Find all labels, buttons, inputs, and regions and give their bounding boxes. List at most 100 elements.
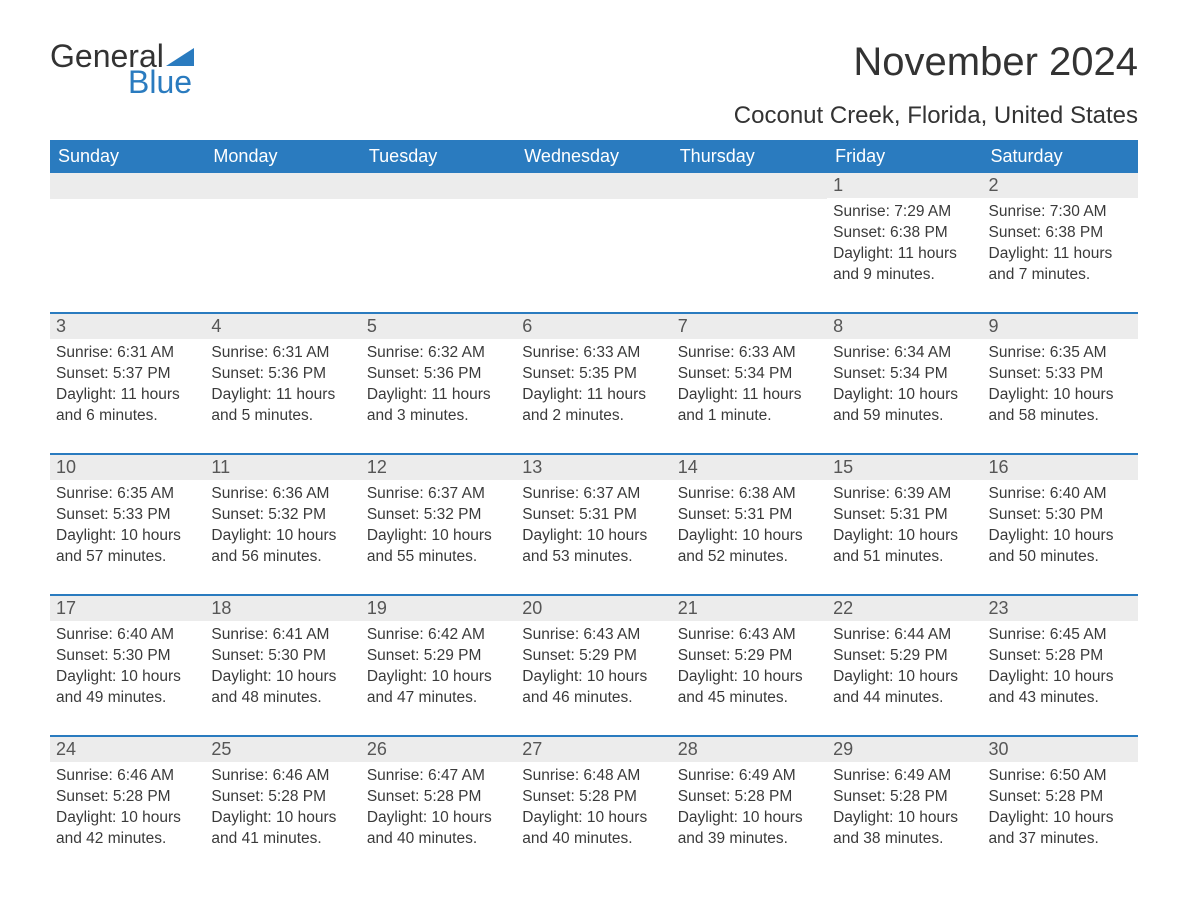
day-cell: 7Sunrise: 6:33 AMSunset: 5:34 PMDaylight… [672, 314, 827, 454]
day-number: 30 [983, 737, 1138, 762]
day-number: 4 [205, 314, 360, 339]
day-header: Sunday [50, 140, 205, 173]
day-cell: 8Sunrise: 6:34 AMSunset: 5:34 PMDaylight… [827, 314, 982, 454]
week-row: 17Sunrise: 6:40 AMSunset: 5:30 PMDayligh… [50, 596, 1138, 736]
day-number: 18 [205, 596, 360, 621]
day-header: Wednesday [516, 140, 671, 173]
day-cell: 28Sunrise: 6:49 AMSunset: 5:28 PMDayligh… [672, 737, 827, 877]
day-cell: 23Sunrise: 6:45 AMSunset: 5:28 PMDayligh… [983, 596, 1138, 736]
day-cell: 17Sunrise: 6:40 AMSunset: 5:30 PMDayligh… [50, 596, 205, 736]
day-body: Sunrise: 6:49 AMSunset: 5:28 PMDaylight:… [672, 762, 827, 854]
day-number [516, 173, 671, 199]
day-body [516, 199, 671, 207]
week-row: 3Sunrise: 6:31 AMSunset: 5:37 PMDaylight… [50, 314, 1138, 454]
day-body: Sunrise: 6:33 AMSunset: 5:34 PMDaylight:… [672, 339, 827, 431]
week-row: 24Sunrise: 6:46 AMSunset: 5:28 PMDayligh… [50, 737, 1138, 877]
calendar-table: SundayMondayTuesdayWednesdayThursdayFrid… [50, 140, 1138, 877]
day-body: Sunrise: 6:39 AMSunset: 5:31 PMDaylight:… [827, 480, 982, 572]
day-number [361, 173, 516, 199]
day-body [361, 199, 516, 207]
day-body: Sunrise: 6:33 AMSunset: 5:35 PMDaylight:… [516, 339, 671, 431]
day-number: 17 [50, 596, 205, 621]
day-number: 15 [827, 455, 982, 480]
day-body: Sunrise: 6:31 AMSunset: 5:37 PMDaylight:… [50, 339, 205, 431]
day-cell [672, 173, 827, 313]
day-header: Saturday [983, 140, 1138, 173]
day-body [672, 199, 827, 207]
day-cell: 15Sunrise: 6:39 AMSunset: 5:31 PMDayligh… [827, 455, 982, 595]
day-cell: 6Sunrise: 6:33 AMSunset: 5:35 PMDaylight… [516, 314, 671, 454]
day-cell: 22Sunrise: 6:44 AMSunset: 5:29 PMDayligh… [827, 596, 982, 736]
day-body: Sunrise: 6:46 AMSunset: 5:28 PMDaylight:… [205, 762, 360, 854]
day-cell: 19Sunrise: 6:42 AMSunset: 5:29 PMDayligh… [361, 596, 516, 736]
day-cell: 3Sunrise: 6:31 AMSunset: 5:37 PMDaylight… [50, 314, 205, 454]
day-cell: 13Sunrise: 6:37 AMSunset: 5:31 PMDayligh… [516, 455, 671, 595]
day-cell: 27Sunrise: 6:48 AMSunset: 5:28 PMDayligh… [516, 737, 671, 877]
day-body: Sunrise: 6:45 AMSunset: 5:28 PMDaylight:… [983, 621, 1138, 713]
header: General Blue November 2024 [50, 40, 1138, 98]
day-header: Friday [827, 140, 982, 173]
day-body: Sunrise: 6:40 AMSunset: 5:30 PMDaylight:… [50, 621, 205, 713]
day-body: Sunrise: 6:32 AMSunset: 5:36 PMDaylight:… [361, 339, 516, 431]
day-body: Sunrise: 6:38 AMSunset: 5:31 PMDaylight:… [672, 480, 827, 572]
day-cell: 12Sunrise: 6:37 AMSunset: 5:32 PMDayligh… [361, 455, 516, 595]
day-number: 16 [983, 455, 1138, 480]
day-body: Sunrise: 6:47 AMSunset: 5:28 PMDaylight:… [361, 762, 516, 854]
day-body: Sunrise: 6:36 AMSunset: 5:32 PMDaylight:… [205, 480, 360, 572]
day-cell: 5Sunrise: 6:32 AMSunset: 5:36 PMDaylight… [361, 314, 516, 454]
day-header: Monday [205, 140, 360, 173]
day-body: Sunrise: 6:43 AMSunset: 5:29 PMDaylight:… [516, 621, 671, 713]
day-number: 26 [361, 737, 516, 762]
day-body: Sunrise: 6:35 AMSunset: 5:33 PMDaylight:… [983, 339, 1138, 431]
day-cell: 24Sunrise: 6:46 AMSunset: 5:28 PMDayligh… [50, 737, 205, 877]
day-cell: 26Sunrise: 6:47 AMSunset: 5:28 PMDayligh… [361, 737, 516, 877]
day-number: 27 [516, 737, 671, 762]
day-cell [205, 173, 360, 313]
week-row: 1Sunrise: 7:29 AMSunset: 6:38 PMDaylight… [50, 173, 1138, 313]
day-body: Sunrise: 6:44 AMSunset: 5:29 PMDaylight:… [827, 621, 982, 713]
day-number: 2 [983, 173, 1138, 198]
day-cell: 14Sunrise: 6:38 AMSunset: 5:31 PMDayligh… [672, 455, 827, 595]
day-body: Sunrise: 6:37 AMSunset: 5:31 PMDaylight:… [516, 480, 671, 572]
day-cell: 20Sunrise: 6:43 AMSunset: 5:29 PMDayligh… [516, 596, 671, 736]
day-number: 3 [50, 314, 205, 339]
day-number: 6 [516, 314, 671, 339]
day-number [672, 173, 827, 199]
day-body: Sunrise: 6:31 AMSunset: 5:36 PMDaylight:… [205, 339, 360, 431]
day-number: 11 [205, 455, 360, 480]
day-number: 19 [361, 596, 516, 621]
day-cell: 10Sunrise: 6:35 AMSunset: 5:33 PMDayligh… [50, 455, 205, 595]
week-row: 10Sunrise: 6:35 AMSunset: 5:33 PMDayligh… [50, 455, 1138, 595]
day-number [205, 173, 360, 199]
day-number: 21 [672, 596, 827, 621]
day-number: 22 [827, 596, 982, 621]
day-header: Tuesday [361, 140, 516, 173]
day-body: Sunrise: 7:29 AMSunset: 6:38 PMDaylight:… [827, 198, 982, 290]
day-header: Thursday [672, 140, 827, 173]
day-number: 5 [361, 314, 516, 339]
day-body: Sunrise: 6:37 AMSunset: 5:32 PMDaylight:… [361, 480, 516, 572]
day-cell: 2Sunrise: 7:30 AMSunset: 6:38 PMDaylight… [983, 173, 1138, 313]
day-body [50, 199, 205, 207]
day-cell [50, 173, 205, 313]
day-body: Sunrise: 6:34 AMSunset: 5:34 PMDaylight:… [827, 339, 982, 431]
day-body: Sunrise: 6:43 AMSunset: 5:29 PMDaylight:… [672, 621, 827, 713]
day-cell [516, 173, 671, 313]
day-body: Sunrise: 7:30 AMSunset: 6:38 PMDaylight:… [983, 198, 1138, 290]
day-number: 28 [672, 737, 827, 762]
day-number: 13 [516, 455, 671, 480]
day-body: Sunrise: 6:35 AMSunset: 5:33 PMDaylight:… [50, 480, 205, 572]
day-header-row: SundayMondayTuesdayWednesdayThursdayFrid… [50, 140, 1138, 173]
day-body: Sunrise: 6:41 AMSunset: 5:30 PMDaylight:… [205, 621, 360, 713]
day-cell: 21Sunrise: 6:43 AMSunset: 5:29 PMDayligh… [672, 596, 827, 736]
day-number: 9 [983, 314, 1138, 339]
day-cell: 16Sunrise: 6:40 AMSunset: 5:30 PMDayligh… [983, 455, 1138, 595]
day-body: Sunrise: 6:42 AMSunset: 5:29 PMDaylight:… [361, 621, 516, 713]
day-cell: 18Sunrise: 6:41 AMSunset: 5:30 PMDayligh… [205, 596, 360, 736]
day-number: 8 [827, 314, 982, 339]
day-number: 20 [516, 596, 671, 621]
day-cell: 4Sunrise: 6:31 AMSunset: 5:36 PMDaylight… [205, 314, 360, 454]
day-cell: 30Sunrise: 6:50 AMSunset: 5:28 PMDayligh… [983, 737, 1138, 877]
day-number: 24 [50, 737, 205, 762]
day-number: 23 [983, 596, 1138, 621]
